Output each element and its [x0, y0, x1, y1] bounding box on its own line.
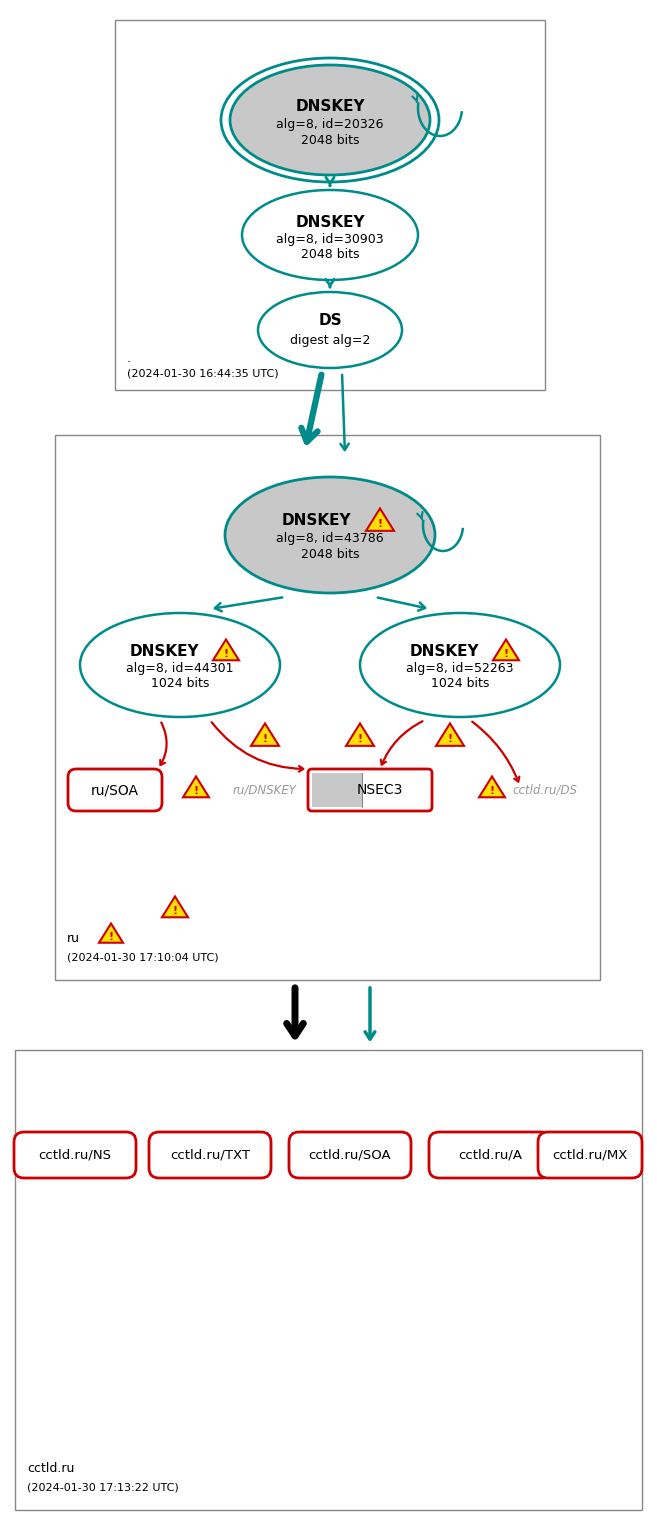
- Text: cctld.ru/TXT: cctld.ru/TXT: [170, 1149, 250, 1161]
- FancyBboxPatch shape: [429, 1132, 551, 1178]
- Text: 2048 bits: 2048 bits: [301, 133, 359, 147]
- Text: alg=8, id=44301: alg=8, id=44301: [126, 661, 234, 675]
- Polygon shape: [251, 724, 279, 745]
- FancyBboxPatch shape: [308, 770, 432, 811]
- Text: ru/DNSKEY: ru/DNSKEY: [233, 783, 297, 797]
- Text: !: !: [489, 786, 495, 796]
- Ellipse shape: [258, 292, 402, 369]
- Text: !: !: [172, 906, 177, 916]
- Text: !: !: [223, 649, 229, 659]
- Text: DNSKEY: DNSKEY: [409, 644, 479, 658]
- Text: (2024-01-30 16:44:35 UTC): (2024-01-30 16:44:35 UTC): [127, 369, 279, 378]
- Text: 1024 bits: 1024 bits: [431, 676, 489, 690]
- Bar: [312, 773, 363, 806]
- Text: .: .: [127, 352, 131, 366]
- Polygon shape: [366, 508, 394, 531]
- FancyBboxPatch shape: [289, 1132, 411, 1178]
- Polygon shape: [183, 777, 209, 797]
- Bar: [115, 20, 545, 390]
- FancyBboxPatch shape: [14, 1132, 136, 1178]
- Text: alg=8, id=52263: alg=8, id=52263: [406, 661, 514, 675]
- Text: (2024-01-30 17:10:04 UTC): (2024-01-30 17:10:04 UTC): [67, 952, 219, 962]
- Text: digest alg=2: digest alg=2: [290, 334, 370, 346]
- Text: cctld.ru/SOA: cctld.ru/SOA: [309, 1149, 392, 1161]
- Polygon shape: [162, 897, 188, 918]
- Text: 2048 bits: 2048 bits: [301, 548, 359, 560]
- Ellipse shape: [230, 64, 430, 174]
- Text: alg=8, id=20326: alg=8, id=20326: [276, 118, 384, 130]
- Text: alg=8, id=43786: alg=8, id=43786: [276, 531, 384, 545]
- Polygon shape: [436, 724, 464, 745]
- Text: (2024-01-30 17:13:22 UTC): (2024-01-30 17:13:22 UTC): [27, 1483, 179, 1492]
- Text: ru/SOA: ru/SOA: [91, 783, 139, 797]
- Text: !: !: [357, 734, 363, 744]
- Text: DNSKEY: DNSKEY: [295, 98, 365, 113]
- FancyBboxPatch shape: [149, 1132, 271, 1178]
- Polygon shape: [479, 777, 505, 797]
- Text: cctld.ru: cctld.ru: [27, 1463, 74, 1475]
- Text: 2048 bits: 2048 bits: [301, 248, 359, 260]
- Ellipse shape: [360, 614, 560, 718]
- Text: cctld.ru/NS: cctld.ru/NS: [39, 1149, 112, 1161]
- Text: DNSKEY: DNSKEY: [129, 644, 199, 658]
- Text: cctld.ru/MX: cctld.ru/MX: [553, 1149, 627, 1161]
- Text: 1024 bits: 1024 bits: [151, 676, 209, 690]
- Text: DNSKEY: DNSKEY: [295, 214, 365, 230]
- Text: NSEC3: NSEC3: [357, 783, 403, 797]
- Text: !: !: [503, 649, 509, 659]
- Text: !: !: [262, 734, 267, 744]
- FancyBboxPatch shape: [538, 1132, 642, 1178]
- Polygon shape: [493, 640, 519, 661]
- Text: DS: DS: [318, 312, 342, 327]
- Polygon shape: [346, 724, 374, 745]
- Bar: [55, 435, 600, 981]
- Text: !: !: [377, 519, 382, 529]
- Text: ru: ru: [67, 932, 80, 946]
- Ellipse shape: [80, 614, 280, 718]
- Text: cctld.ru/DS: cctld.ru/DS: [512, 783, 578, 797]
- Polygon shape: [99, 924, 123, 942]
- Polygon shape: [213, 640, 239, 661]
- FancyBboxPatch shape: [68, 770, 162, 811]
- Text: !: !: [447, 734, 453, 744]
- Ellipse shape: [242, 190, 418, 280]
- Text: !: !: [193, 786, 198, 796]
- Ellipse shape: [225, 477, 435, 594]
- Text: !: !: [108, 932, 114, 942]
- Text: cctld.ru/A: cctld.ru/A: [458, 1149, 522, 1161]
- Text: alg=8, id=30903: alg=8, id=30903: [276, 233, 384, 245]
- Bar: [15, 1050, 642, 1510]
- Text: DNSKEY: DNSKEY: [281, 513, 351, 528]
